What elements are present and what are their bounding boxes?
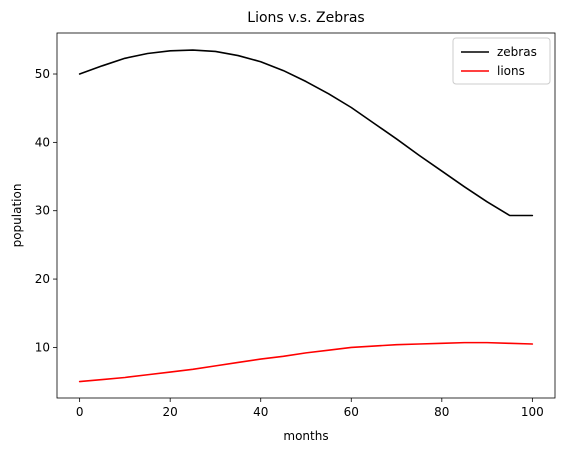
plot-area (56, 32, 556, 399)
x-axis-label: months (283, 429, 328, 443)
y-tick-label: 30 (35, 204, 50, 218)
x-tick-label: 20 (163, 405, 178, 419)
y-tick-label: 10 (35, 340, 50, 354)
series-line-zebras (78, 49, 534, 217)
y-tick-label: 50 (35, 67, 50, 81)
legend-label-lions: lions (497, 64, 525, 78)
series-line-lions (78, 341, 534, 383)
legend: zebras lions (452, 37, 551, 85)
x-tick-label: 0 (76, 405, 84, 419)
y-tick-label: 40 (35, 135, 50, 149)
x-tick-label: 60 (344, 405, 359, 419)
x-tick-label: 40 (253, 405, 268, 419)
x-tick-label: 80 (434, 405, 449, 419)
legend-box (452, 37, 551, 85)
x-tick-label: 100 (521, 405, 544, 419)
chart-title: Lions v.s. Zebras (247, 10, 364, 26)
y-axis-label: population (10, 184, 24, 248)
y-tick-label: 20 (35, 272, 50, 286)
legend-label-zebras: zebras (497, 45, 537, 59)
